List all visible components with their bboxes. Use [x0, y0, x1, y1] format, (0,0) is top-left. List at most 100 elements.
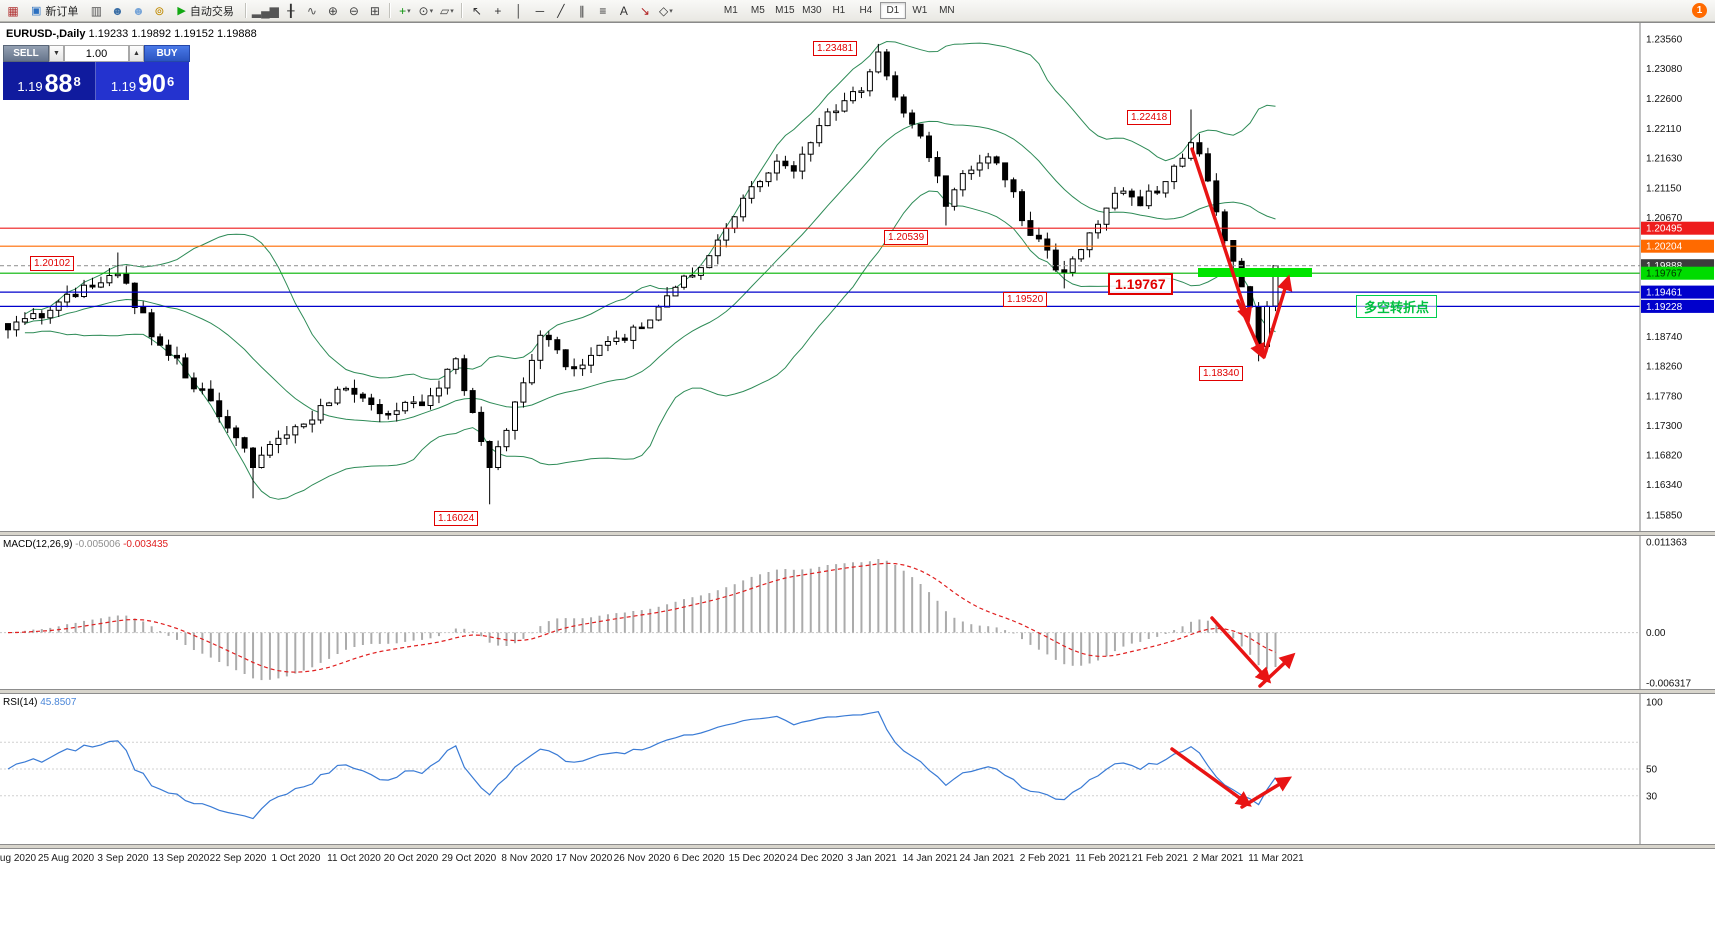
date-label: 14 Aug 2020: [0, 853, 37, 864]
price-callout-label[interactable]: 1.20102: [30, 256, 75, 271]
new-order-button[interactable]: ▣ 新订单: [24, 2, 85, 20]
new-chart-icon[interactable]: ▦: [3, 2, 23, 20]
price-callout-label[interactable]: 1.19520: [1003, 292, 1048, 307]
profile-icon[interactable]: ☻: [107, 2, 127, 20]
channel-icon[interactable]: ∥: [572, 2, 592, 20]
price-tick: 1.22600: [1646, 94, 1683, 105]
date-label: 20 Oct 2020: [383, 853, 439, 864]
line-chart-icon: ∿: [306, 3, 317, 18]
rsi-name: RSI(14): [3, 697, 38, 708]
rsi-axis-tick: 30: [1646, 791, 1658, 802]
buy-button[interactable]: BUY: [144, 45, 190, 62]
price-tick: 1.20670: [1646, 213, 1683, 224]
window-cascade-icon[interactable]: ▥: [86, 2, 106, 20]
tile-windows-icon[interactable]: ⊞: [365, 2, 385, 20]
timeframe-m15-button[interactable]: M15: [775, 5, 795, 16]
periods-menu[interactable]: ⊙ ▾: [416, 2, 436, 20]
text-icon[interactable]: A: [614, 2, 634, 20]
chart-ohlc-values: 1.19233 1.19892 1.19152 1.19888: [88, 28, 257, 40]
price-axis[interactable]: 1.23560 1.23080 1.22600 1.22110 1.21630 1.211…: [1639, 23, 1714, 531]
toolbar-separator: [388, 3, 391, 18]
date-label: 3 Jan 2021: [847, 853, 897, 864]
community-icon[interactable]: ☻: [128, 2, 148, 20]
chevron-down-icon: ▾: [450, 7, 454, 15]
autotrading-icon: ▶: [177, 5, 186, 17]
buy-price-sup: 6: [166, 74, 175, 89]
indicators-menu[interactable]: + ▾: [395, 2, 415, 20]
turning-point-note[interactable]: 多空转折点: [1356, 295, 1438, 318]
zoom-out-icon: ⊖: [348, 3, 359, 18]
price-axis-badge-text: 1.19228: [1646, 302, 1683, 313]
fibonacci-icon[interactable]: ≡: [593, 2, 613, 20]
periods-menu: ⊙: [418, 3, 429, 18]
date-label: 24 Jan 2021: [959, 853, 1015, 864]
macd-panel[interactable]: 0.011363 0.00 -0.006317 MACD(12,26,9) -0.0…: [0, 536, 1715, 689]
date-label: 29 Oct 2020: [441, 853, 497, 864]
horizontal-line-icon[interactable]: ─: [530, 2, 550, 20]
vertical-line-icon[interactable]: │: [509, 2, 529, 20]
zoom-in-icon[interactable]: ⊕: [323, 2, 343, 20]
crosshair-icon[interactable]: +: [488, 2, 508, 20]
price-tick: 1.17780: [1646, 391, 1683, 402]
zoom-out-icon[interactable]: ⊖: [344, 2, 364, 20]
templates-menu[interactable]: ▱ ▾: [437, 2, 457, 20]
candlestick-chart-icon[interactable]: ╂: [281, 2, 301, 20]
trendline-icon[interactable]: ╱: [551, 2, 571, 20]
date-label: 15 Dec 2020: [728, 853, 786, 864]
community-icon: ☻: [132, 3, 145, 18]
volume-increase-button[interactable]: ▲: [129, 45, 144, 62]
price-callout-label[interactable]: 1.22418: [1127, 110, 1172, 125]
volume-decrease-button[interactable]: ▼: [49, 45, 64, 62]
timeframe-h1-button[interactable]: H1: [832, 5, 846, 16]
date-label: 14 Jan 2021: [902, 853, 958, 864]
autotrading-button-label: 自动交易: [189, 5, 234, 18]
timeframe-m30-button[interactable]: M30: [802, 5, 822, 16]
price-callout-label[interactable]: 1.23481: [813, 41, 858, 56]
cursor-icon[interactable]: ↖: [467, 2, 487, 20]
panel-separator[interactable]: [0, 689, 1715, 694]
arrows-icon[interactable]: ↘: [635, 2, 655, 20]
volume-input[interactable]: [64, 45, 129, 62]
bollinger-bands: [24, 40, 1276, 500]
timeframe-w1-button[interactable]: W1: [912, 5, 928, 16]
price-chart-panel[interactable]: 1.23560 1.23080 1.22600 1.22110 1.21630 1.211…: [0, 23, 1715, 531]
price-tick: 1.22110: [1646, 124, 1682, 135]
price-callout-label[interactable]: 1.20539: [884, 230, 929, 245]
market-icon[interactable]: ⊚: [149, 2, 169, 20]
panel-separator[interactable]: [0, 531, 1715, 536]
price-callout-label[interactable]: 1.16024: [434, 511, 479, 526]
key-price-label[interactable]: 1.19767: [1108, 273, 1173, 295]
date-label: 17 Nov 2020: [555, 853, 613, 864]
bar-chart-icon[interactable]: ▂▄▆: [251, 2, 280, 20]
sell-button[interactable]: SELL: [3, 45, 49, 62]
price-axis-badge-text: 1.19767: [1646, 269, 1683, 280]
timeframe-d1-button[interactable]: D1: [879, 2, 906, 19]
bar-chart-icon: ▂▄▆: [251, 3, 279, 18]
timeframe-mn-button[interactable]: MN: [939, 5, 955, 16]
chart-window: 1.23560 1.23080 1.22600 1.22110 1.21630 1.211…: [0, 22, 1715, 869]
notifications-badge[interactable]: 1: [1692, 3, 1707, 18]
new-order-button-label: 新订单: [45, 5, 79, 18]
buy-price-display[interactable]: 1.19 90 6: [96, 62, 189, 100]
macd-name: MACD(12,26,9): [3, 539, 73, 550]
support-zone-bar[interactable]: [1198, 268, 1312, 277]
date-label: 26 Nov 2020: [613, 853, 671, 864]
price-axis-badge: [1641, 285, 1714, 299]
sell-price-small: 1.19: [17, 79, 43, 94]
shapes-menu[interactable]: ◇ ▾: [656, 2, 676, 20]
rsi-panel[interactable]: 100 50 30 RSI(14) 45.8507: [0, 694, 1715, 844]
price-axis-badge-text: 1.20204: [1646, 242, 1683, 253]
price-chart-canvas[interactable]: 1.23560 1.23080 1.22600 1.22110 1.21630 1.211…: [0, 23, 1715, 531]
timeframe-m1-button[interactable]: M1: [723, 5, 738, 16]
market-icon: ⊚: [154, 3, 165, 18]
buy-price-small: 1.19: [110, 79, 137, 94]
panel-separator[interactable]: [0, 844, 1715, 849]
line-chart-icon[interactable]: ∿: [302, 2, 322, 20]
timeframe-h4-button[interactable]: H4: [859, 5, 873, 16]
timeframe-m5-button[interactable]: M5: [750, 5, 765, 16]
price-callout-label[interactable]: 1.18340: [1199, 366, 1244, 381]
autotrading-button[interactable]: ▶ 自动交易: [170, 2, 240, 20]
sell-price-display[interactable]: 1.19 88 8: [3, 62, 96, 100]
date-label: 13 Sep 2020: [152, 853, 210, 864]
